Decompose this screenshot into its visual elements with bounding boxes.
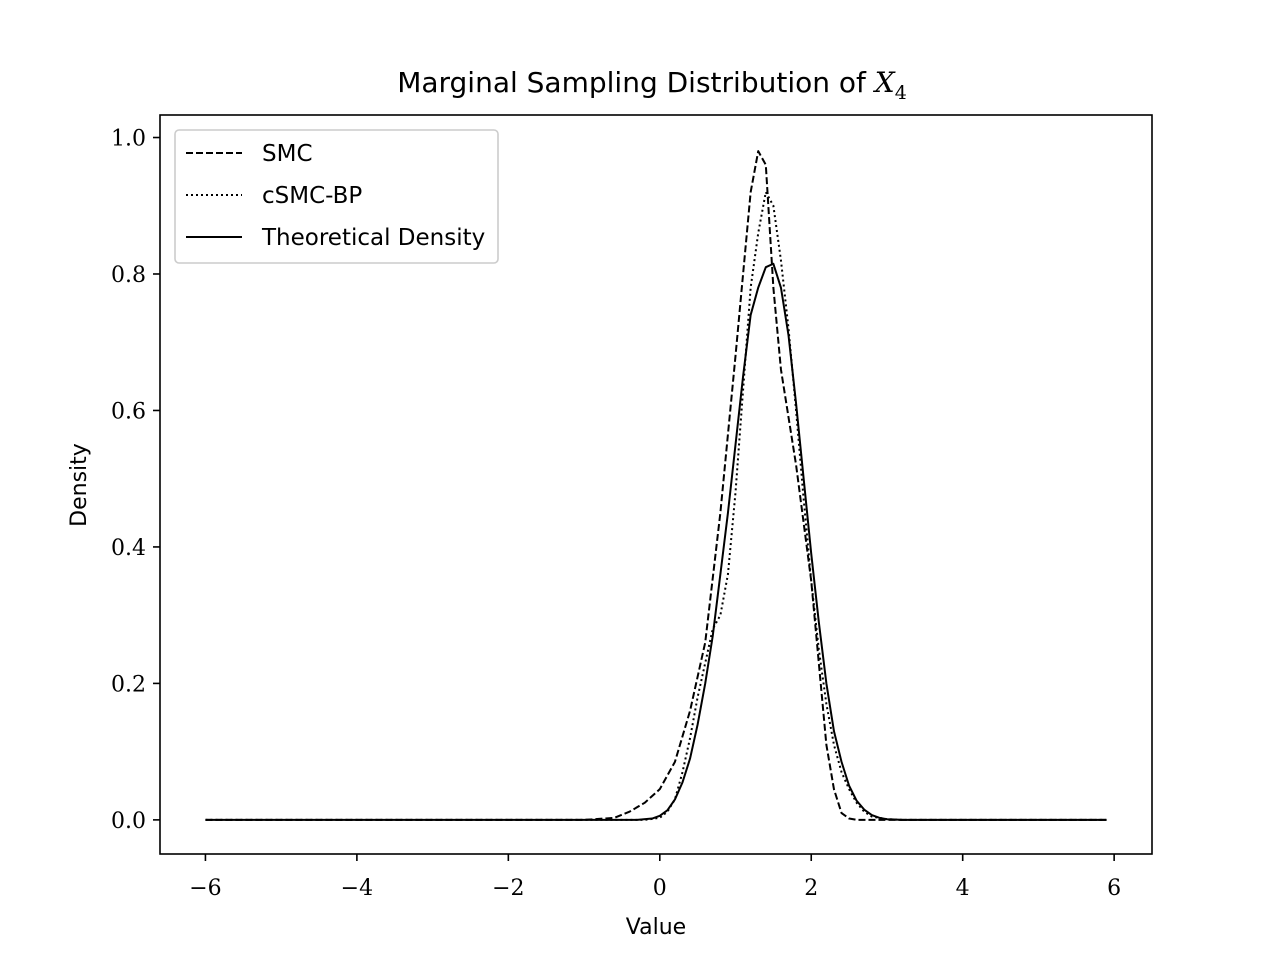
y-tick-label: 0.2: [111, 672, 146, 697]
y-tick-label: 1.0: [111, 127, 146, 152]
x-axis-label: Value: [626, 915, 686, 940]
x-tick-label: 0: [653, 876, 667, 901]
y-tick-label: 0.0: [111, 809, 146, 834]
x-tick-label: 4: [956, 876, 970, 901]
legend-label-csmc-bp: cSMC-BP: [262, 183, 362, 209]
legend: SMC cSMC-BP Theoretical Density: [174, 129, 499, 264]
legend-label-smc: SMC: [262, 141, 313, 167]
series-line-theoretical-density: [205, 262, 1107, 821]
axis-ticks: −6 −4 −2 0 2 4 6 0.0 0.2 0.4 0.6 0.8 1.0: [111, 127, 1121, 901]
plot-frame: [159, 114, 1153, 855]
legend-box: [174, 129, 499, 264]
legend-label-theoretical-density: Theoretical Density: [261, 225, 485, 251]
y-tick-label: 0.6: [111, 399, 146, 424]
x-tick-label: −4: [341, 876, 373, 901]
y-tick-label: 0.8: [111, 263, 146, 288]
chart-title: Marginal Sampling Distribution of X4: [397, 66, 907, 104]
x-tick-label: −2: [492, 876, 524, 901]
y-axis-label: Density: [67, 443, 92, 527]
x-tick-label: −6: [189, 876, 221, 901]
x-tick-label: 2: [804, 876, 818, 901]
x-tick-label: 6: [1107, 876, 1121, 901]
y-tick-label: 0.4: [111, 536, 146, 561]
series-layer: [205, 150, 1107, 821]
